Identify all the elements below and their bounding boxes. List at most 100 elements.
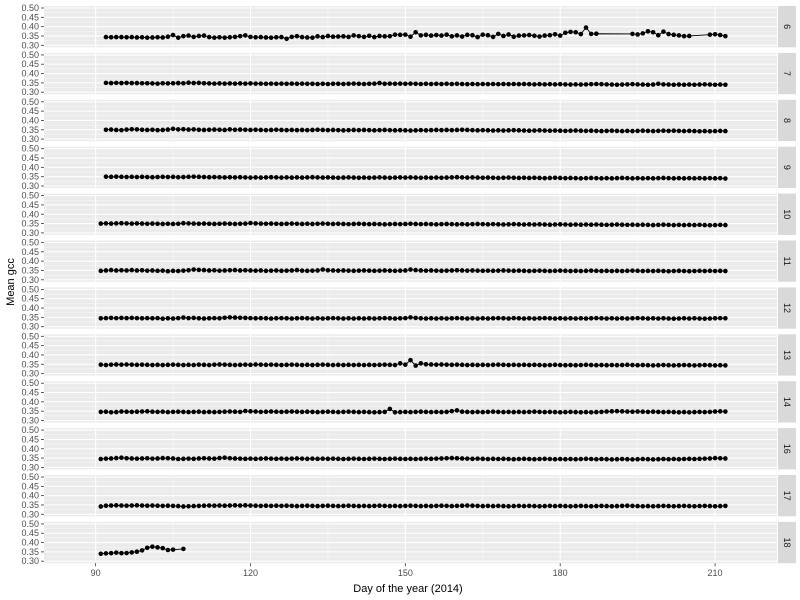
facet-panel: 0.300.350.400.450.50 17 <box>21 472 796 519</box>
data-point <box>387 362 393 368</box>
data-point <box>717 503 723 509</box>
data-point <box>428 409 434 415</box>
data-point <box>707 222 713 228</box>
data-point <box>423 81 429 87</box>
data-point <box>717 315 723 321</box>
data-point <box>423 221 429 227</box>
series-line <box>100 546 184 555</box>
data-point <box>542 456 548 462</box>
data-point <box>248 175 253 180</box>
data-point <box>175 268 181 274</box>
data-point <box>382 456 387 462</box>
data-point <box>428 316 434 321</box>
data-point <box>537 362 542 368</box>
y-tick-label: 0.45 <box>21 528 39 538</box>
data-point <box>630 31 635 37</box>
data-point <box>397 503 403 509</box>
data-point <box>103 315 109 321</box>
data-point <box>532 82 537 87</box>
data-point <box>516 503 522 509</box>
data-point <box>594 503 599 509</box>
data-point <box>382 222 387 227</box>
data-point <box>392 456 398 461</box>
data-point <box>604 128 609 134</box>
data-point <box>273 362 279 368</box>
data-point <box>392 316 398 321</box>
data-point <box>144 127 150 133</box>
data-point <box>588 31 594 37</box>
data-point <box>227 127 233 132</box>
data-point <box>552 362 558 368</box>
data-point <box>320 127 326 133</box>
data-point <box>547 32 553 38</box>
data-point <box>279 127 284 133</box>
data-point <box>175 127 181 132</box>
data-point <box>640 362 646 368</box>
data-point <box>206 503 212 508</box>
data-point <box>573 456 578 462</box>
data-point <box>692 316 697 321</box>
data-point <box>160 409 166 415</box>
data-point <box>248 81 253 86</box>
x-axis-title: Day of the year (2014) <box>353 583 462 595</box>
data-point <box>170 316 176 321</box>
data-point <box>428 221 434 227</box>
data-point <box>661 175 666 181</box>
data-point <box>578 268 584 274</box>
data-point <box>676 362 682 368</box>
data-point <box>325 33 331 39</box>
data-point <box>170 80 176 86</box>
data-point <box>268 456 274 461</box>
data-point <box>423 175 429 180</box>
data-point <box>382 503 387 509</box>
data-point <box>170 362 176 367</box>
data-point <box>279 268 284 274</box>
data-point <box>248 362 253 368</box>
data-point <box>382 127 387 133</box>
data-point <box>439 33 444 38</box>
data-point <box>645 456 651 462</box>
data-point <box>640 222 646 227</box>
data-point <box>485 503 491 509</box>
data-point <box>697 222 702 228</box>
data-point <box>119 267 124 273</box>
data-point <box>614 222 620 227</box>
data-point <box>521 33 527 38</box>
data-point <box>501 268 506 273</box>
data-point <box>547 503 553 509</box>
data-point <box>248 268 253 273</box>
data-point <box>413 81 418 87</box>
data-point <box>408 357 413 363</box>
data-point <box>630 176 635 181</box>
data-point <box>160 362 166 368</box>
data-point <box>552 316 558 321</box>
data-point <box>377 175 382 180</box>
data-point <box>645 222 651 228</box>
data-point <box>599 409 604 415</box>
data-point <box>258 409 264 415</box>
data-point <box>139 34 145 40</box>
data-point <box>268 35 274 40</box>
data-point <box>335 456 341 462</box>
facet-strip <box>778 99 796 142</box>
data-point <box>377 316 382 321</box>
data-point <box>310 268 315 273</box>
data-point <box>279 34 284 40</box>
data-point <box>129 221 135 226</box>
data-point <box>444 409 449 415</box>
data-point <box>304 35 310 40</box>
data-point <box>299 268 305 273</box>
data-point <box>103 503 109 509</box>
data-point <box>712 176 718 181</box>
data-point <box>495 175 501 181</box>
data-point <box>320 221 326 226</box>
data-point <box>196 221 202 227</box>
data-point <box>666 222 671 228</box>
data-point <box>134 456 140 461</box>
data-point <box>614 362 620 368</box>
facet-strip <box>778 428 796 470</box>
data-point <box>119 80 124 86</box>
y-tick-label: 0.45 <box>21 153 39 163</box>
data-point <box>434 316 439 321</box>
data-point <box>134 268 140 273</box>
